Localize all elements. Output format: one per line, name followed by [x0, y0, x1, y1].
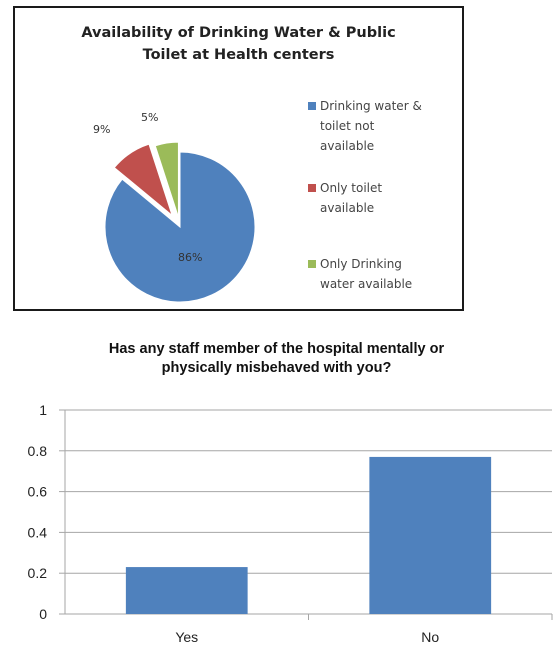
y-tick-label: 0.6: [28, 484, 48, 500]
x-tick-label: No: [421, 629, 439, 645]
pie-slice-only-toilet: [113, 143, 174, 217]
y-tick-label: 0.4: [28, 524, 48, 540]
legend-item-only-water: Only Drinking water available: [308, 254, 465, 294]
legend-text-line: Only toilet: [320, 181, 383, 195]
x-tick-label: Yes: [175, 629, 198, 645]
legend-text-line: Only Drinking: [320, 257, 402, 271]
bar-title-line-2: physically misbehaved with you?: [161, 360, 392, 376]
legend-text-line: available: [320, 201, 375, 215]
pie-label-only-water: 5%: [141, 111, 159, 124]
legend-text-line: toilet not: [320, 119, 375, 133]
pie-chart-panel: Availability of Drinking Water & Public …: [13, 6, 464, 311]
pie-chart-svg: [104, 141, 256, 303]
legend-swatch-red: [308, 184, 316, 192]
pie-label-only-toilet: 9%: [93, 123, 111, 136]
legend-item-only-toilet: Only toilet available: [308, 178, 465, 218]
legend-swatch-blue: [308, 102, 316, 110]
pie-label-not-available: 86%: [178, 251, 203, 264]
y-tick-label: 0.8: [28, 443, 48, 459]
bar-yes: [125, 567, 248, 614]
pie-title-line-2: Toilet at Health centers: [142, 47, 335, 63]
legend-swatch-green: [308, 260, 316, 268]
y-tick-label: 0.2: [28, 565, 48, 581]
y-tick-label: 0: [39, 606, 47, 622]
bar-title-line-1: Has any staff member of the hospital men…: [108, 341, 445, 357]
legend-text-line: water available: [320, 277, 413, 291]
legend-item-not-available: Drinking water & toilet not available: [308, 96, 465, 156]
bar-chart-title: Has any staff member of the hospital men…: [0, 340, 553, 378]
bar-no: [369, 456, 492, 614]
bar-chart-svg: 0 0.2 0.4 0.6 0.8 1 Yes No: [28, 402, 553, 645]
pie-title-line-1: Availability of Drinking Water & Public: [81, 25, 396, 41]
y-tick-label: 1: [39, 402, 47, 418]
pie-slice-only-water: [154, 141, 179, 218]
legend-text-line: Drinking water &: [320, 99, 422, 113]
legend-text-line: available: [320, 139, 375, 153]
pie-slice-not-available: [104, 151, 256, 303]
pie-chart-title: Availability of Drinking Water & Public …: [15, 22, 462, 66]
